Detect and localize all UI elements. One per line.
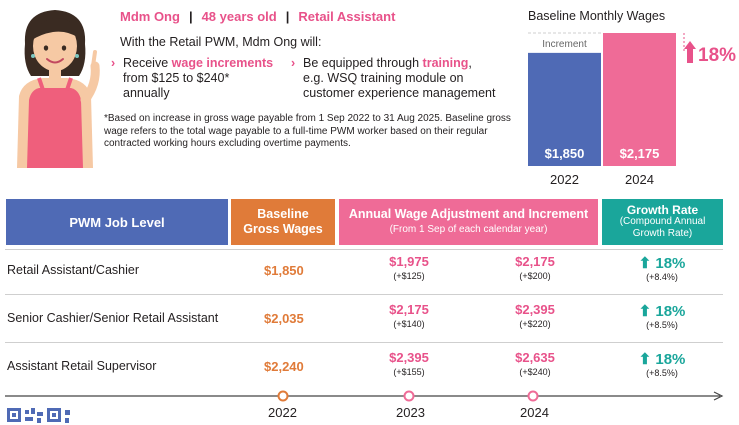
row-2024: $2,635 (+$240) bbox=[515, 350, 555, 377]
chevron-right-icon: › bbox=[111, 56, 116, 70]
header-job-level: PWM Job Level bbox=[6, 199, 228, 245]
chevron-right-icon: › bbox=[291, 56, 296, 70]
bar-category-label: 2024 bbox=[625, 172, 654, 187]
persona-separator: | bbox=[188, 9, 193, 24]
persona-age: 48 years old bbox=[201, 9, 277, 24]
growth-percent: 18% bbox=[698, 45, 736, 66]
row-baseline: $1,850 bbox=[264, 263, 304, 278]
row-2024: $2,395 (+$220) bbox=[515, 302, 555, 329]
intro-text: With the Retail PWM, Mdm Ong will: bbox=[120, 35, 322, 49]
qr-code-icon bbox=[7, 408, 70, 423]
row-2024: $2,175 (+$200) bbox=[515, 254, 555, 281]
bullet-wage-highlight: wage increments bbox=[171, 56, 274, 70]
header-growth-line3: Growth Rate) bbox=[632, 228, 693, 239]
bullet-wage-pre: Receive bbox=[123, 56, 172, 70]
increment-label: Increment bbox=[542, 39, 587, 50]
arrow-up-icon: ⬆ bbox=[638, 303, 652, 320]
row-2023: $2,175 (+$140) bbox=[389, 302, 429, 329]
bullet-training-line3: customer experience management bbox=[303, 86, 496, 100]
persona-name: Mdm Ong bbox=[120, 9, 180, 24]
timeline-marker bbox=[403, 390, 415, 402]
timeline-axis bbox=[5, 390, 724, 402]
bar-chart: $1,850 2022 $2,175 2024 Increment 18% bbox=[528, 32, 736, 187]
timeline-label-2023: 2023 bbox=[396, 405, 425, 420]
bullet-training: › Be equipped through training, e.g. WSQ… bbox=[291, 56, 523, 101]
bar-value-label: $2,175 bbox=[620, 146, 660, 161]
header-baseline-line2: Gross Wages bbox=[243, 222, 323, 236]
row-growth: ⬆ 18% (+8.5%) bbox=[638, 303, 686, 330]
header-growth-line1: Growth Rate bbox=[626, 203, 699, 217]
row-growth: ⬆ 18% (+8.4%) bbox=[638, 255, 686, 282]
arrow-right-icon bbox=[713, 391, 724, 401]
arrow-up-icon: ⬆ bbox=[638, 351, 652, 368]
arrow-up-icon bbox=[684, 41, 696, 63]
footnote: *Based on increase in gross wage payable… bbox=[104, 113, 511, 149]
header-growth: Growth Rate (Compound Annual Growth Rate… bbox=[602, 199, 723, 245]
row-2023: $2,395 (+$155) bbox=[389, 350, 429, 377]
arrow-up-icon: ⬆ bbox=[638, 255, 652, 272]
header-adjust-line1: Annual Wage Adjustment and Increment bbox=[348, 207, 589, 221]
timeline-label-2024: 2024 bbox=[520, 405, 549, 420]
bullet-training-highlight: training bbox=[422, 56, 469, 70]
timeline-label-2022: 2022 bbox=[268, 405, 297, 420]
row-baseline: $2,240 bbox=[264, 359, 304, 374]
row-job-level: Retail Assistant/Cashier bbox=[7, 263, 140, 277]
bullet-wage-line2: from $125 to $240* bbox=[123, 71, 230, 85]
bar-2024 bbox=[603, 33, 676, 166]
chart-title: Baseline Monthly Wages bbox=[528, 9, 666, 23]
header-adjust-line2: (From 1 Sep of each calendar year) bbox=[389, 224, 548, 235]
bullet-wage: › Receive wage increments from $125 to $… bbox=[111, 56, 288, 101]
persona-separator: | bbox=[285, 9, 290, 24]
bullet-training-post: , bbox=[468, 56, 472, 70]
timeline-marker bbox=[527, 390, 539, 402]
header-baseline-line1: Baseline bbox=[257, 207, 309, 221]
row-growth: ⬆ 18% (+8.5%) bbox=[638, 351, 686, 378]
woman-illustration bbox=[17, 10, 100, 168]
bar-2022 bbox=[528, 52, 601, 166]
row-divider bbox=[5, 342, 723, 343]
row-job-level: Assistant Retail Supervisor bbox=[7, 359, 157, 373]
bullet-training-pre: Be equipped through bbox=[303, 56, 423, 70]
header-baseline: Baseline Gross Wages bbox=[231, 199, 335, 245]
header-adjust: Annual Wage Adjustment and Increment (Fr… bbox=[339, 199, 598, 245]
row-baseline: $2,035 bbox=[264, 311, 304, 326]
header-growth-line2: (Compound Annual bbox=[619, 216, 706, 227]
bullet-wage-line3: annually bbox=[123, 86, 170, 100]
header-divider bbox=[5, 249, 723, 250]
bar-value-label: $1,850 bbox=[545, 146, 585, 161]
bar-category-label: 2022 bbox=[550, 172, 579, 187]
header-job-level-text: PWM Job Level bbox=[69, 214, 165, 230]
persona-line: Mdm Ong | 48 years old | Retail Assistant bbox=[120, 9, 395, 24]
persona-role: Retail Assistant bbox=[298, 9, 396, 24]
row-2023: $1,975 (+$125) bbox=[389, 254, 429, 281]
bullet-training-line2: e.g. WSQ training module on bbox=[303, 71, 464, 85]
timeline-marker bbox=[277, 390, 289, 402]
row-divider bbox=[5, 294, 723, 295]
row-job-level: Senior Cashier/Senior Retail Assistant bbox=[7, 311, 219, 325]
